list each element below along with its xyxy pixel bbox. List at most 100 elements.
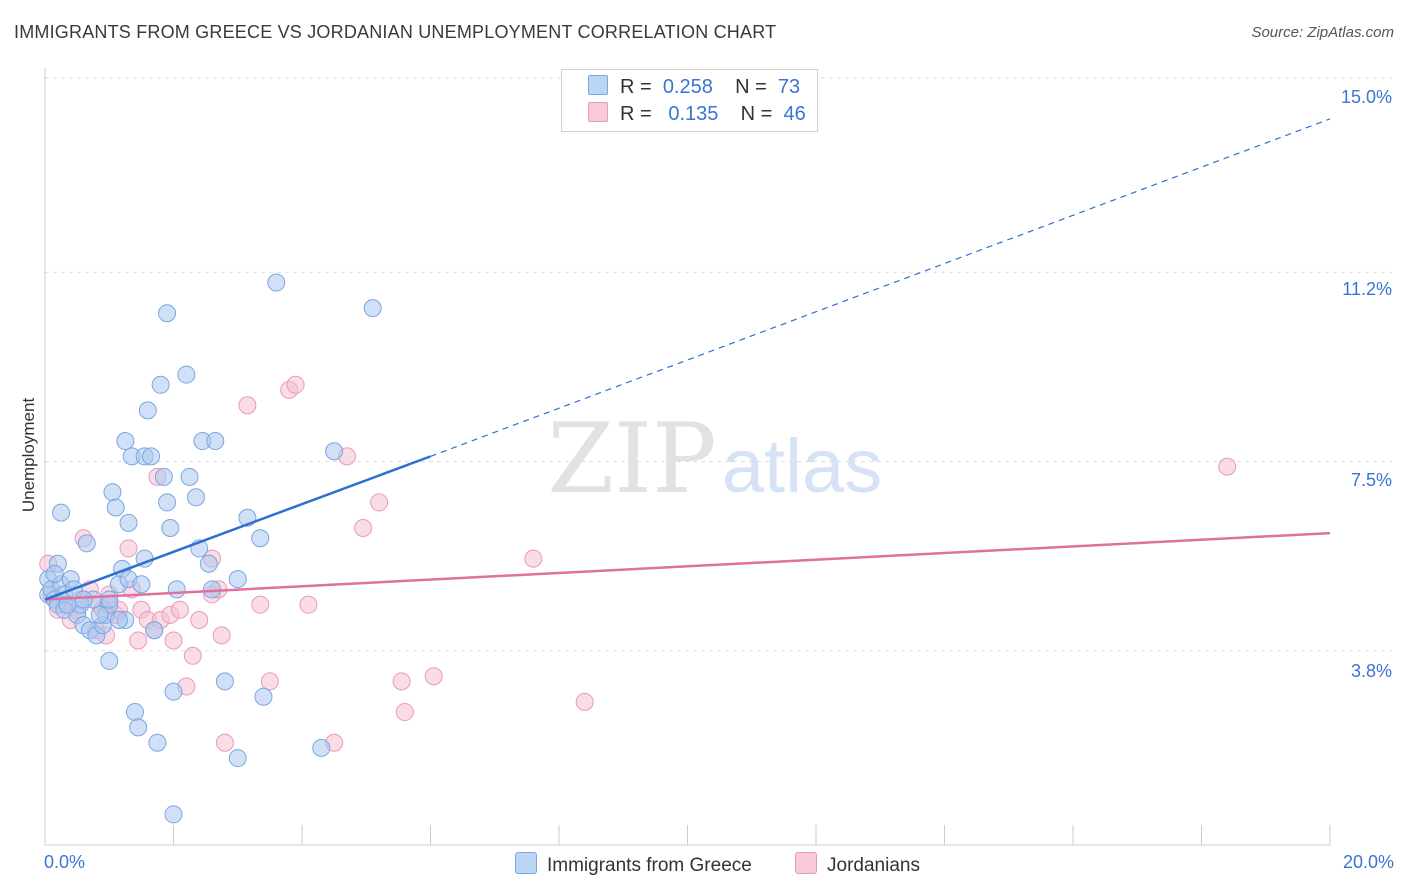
data-point [190, 611, 209, 630]
watermark-zip: ZIP [547, 403, 716, 515]
data-point [109, 611, 128, 630]
data-point [138, 401, 157, 420]
data-point [164, 631, 183, 650]
data-point [161, 518, 180, 537]
data-point [170, 600, 189, 619]
data-point [177, 365, 196, 384]
y-tick-label: 7.5% [1350, 470, 1392, 490]
data-point [129, 631, 148, 650]
data-point [119, 513, 138, 532]
data-point [45, 564, 64, 583]
trend-lines [44, 118, 1331, 601]
greece-trend-extension [430, 118, 1331, 457]
data-point [228, 570, 247, 589]
data-point [74, 590, 93, 609]
series-name: Jordanians [827, 855, 920, 876]
watermark-atlas: atlas [722, 424, 883, 509]
data-point [148, 733, 167, 752]
data-point [325, 442, 344, 461]
data-point [238, 396, 257, 415]
y-axis-label: Unemployment [19, 397, 38, 513]
data-point [1218, 457, 1237, 476]
data-point [312, 738, 331, 757]
data-point [363, 299, 382, 318]
greece-trend-line [44, 455, 431, 601]
data-point [58, 595, 77, 614]
r-value: 0.258 [662, 76, 713, 98]
watermark: ZIP atlas [547, 403, 882, 515]
data-point [203, 580, 222, 599]
correlation-legend: R = 0.258 N = 73 R = 0.135 N = 46 [561, 69, 818, 132]
y-tick-label: 3.8% [1350, 661, 1392, 681]
data-point [186, 488, 205, 507]
jordanians-trend-line [44, 531, 1331, 601]
data-point [395, 703, 414, 722]
source-label: Source: ZipAtlas.com [1251, 24, 1394, 41]
data-point [77, 534, 96, 553]
data-point [215, 672, 234, 691]
data-point [183, 646, 202, 665]
data-point [370, 493, 389, 512]
data-point [100, 651, 119, 670]
data-point [100, 590, 119, 609]
legend-row-jordanians: R = 0.135 N = 46 [588, 102, 806, 126]
r-label: R = [620, 76, 652, 98]
data-point [299, 595, 318, 614]
data-point [199, 554, 218, 573]
r-label: R = [620, 103, 652, 125]
data-point [158, 304, 177, 323]
x-tick-label: 20.0% [1342, 852, 1394, 872]
data-point [251, 529, 270, 548]
data-point [151, 375, 170, 394]
data-point [392, 672, 411, 691]
data-point [129, 718, 148, 737]
data-point [260, 672, 279, 691]
n-label: N = [740, 103, 773, 125]
data-point [106, 498, 125, 517]
data-point [116, 432, 135, 451]
data-point [254, 687, 273, 706]
series-name: Immigrants from Greece [547, 855, 752, 876]
blue-swatch [588, 75, 608, 95]
data-point [125, 703, 144, 722]
data-point [52, 503, 71, 522]
n-label: N = [735, 76, 767, 98]
r-value: 0.135 [668, 103, 719, 125]
data-point [206, 432, 225, 451]
bottom-legend-greece: Immigrants from Greece [515, 852, 752, 877]
data-point [424, 667, 443, 686]
data-point [228, 749, 247, 768]
pink-swatch [795, 852, 817, 874]
data-point [132, 575, 151, 594]
x-tick-label: 0.0% [44, 852, 86, 872]
data-point [354, 518, 373, 537]
pink-swatch [588, 102, 608, 122]
blue-swatch [515, 852, 537, 874]
axes [44, 68, 1331, 846]
data-point [215, 733, 234, 752]
data-point [180, 467, 199, 486]
data-point [158, 493, 177, 512]
data-point [154, 467, 173, 486]
data-point [575, 692, 594, 711]
legend-row-greece: R = 0.258 N = 73 [588, 75, 800, 99]
grid-lines [45, 77, 1392, 652]
data-point [103, 483, 122, 502]
data-point [90, 605, 109, 624]
data-point [267, 273, 286, 292]
data-point [286, 375, 305, 394]
n-value: 73 [777, 76, 801, 98]
data-point [212, 626, 231, 645]
data-point [164, 682, 183, 701]
data-point [167, 580, 186, 599]
data-point [251, 595, 270, 614]
chart-title: IMMIGRANTS FROM GREECE VS JORDANIAN UNEM… [14, 22, 777, 42]
data-point [119, 539, 138, 558]
data-point [164, 805, 183, 824]
data-point [142, 447, 161, 466]
y-tick-label: 11.2% [1342, 279, 1392, 299]
data-point [145, 621, 164, 640]
data-point [524, 549, 543, 568]
bottom-legend-jordanians: Jordanians [795, 852, 920, 877]
